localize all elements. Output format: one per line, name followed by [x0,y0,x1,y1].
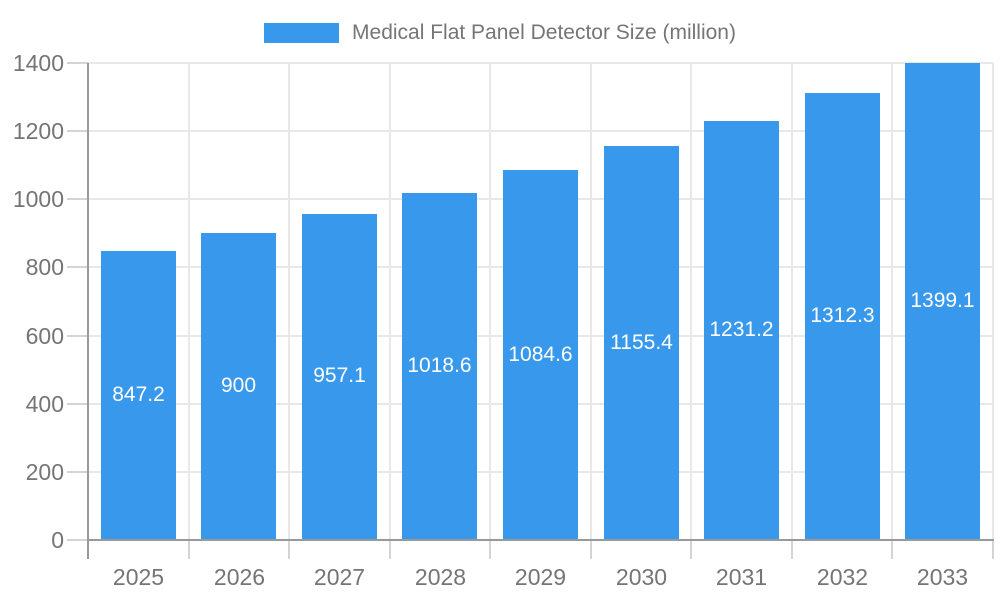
bar-value-label: 957.1 [313,364,366,387]
legend-label: Medical Flat Panel Detector Size (millio… [352,21,736,44]
y-axis-tick-label: 1400 [12,50,64,76]
y-tick [67,198,88,200]
y-tick [67,62,88,64]
x-axis-tick-label: 2030 [615,564,668,590]
y-gridline [88,62,993,64]
x-axis-line [87,539,994,541]
y-axis-tick-label: 400 [25,391,64,417]
y-axis-line [87,63,89,559]
legend: Medical Flat Panel Detector Size (millio… [0,20,1000,46]
bar-value-label: 847.2 [112,383,165,406]
bar-value-label: 1084.6 [508,343,573,366]
x-gridline [389,63,391,540]
y-axis-tick-label: 600 [25,323,64,349]
x-axis-tick-label: 2028 [414,564,467,590]
y-tick [67,266,88,268]
y-axis-tick-label: 0 [51,527,64,553]
x-axis-tick-label: 2029 [514,564,567,590]
x-tick [690,540,692,559]
y-tick [67,130,88,132]
y-axis-tick-label: 1000 [12,186,64,212]
y-tick [67,539,88,541]
x-axis-tick-label: 2033 [916,564,969,590]
bar-value-label: 900 [220,374,257,397]
bar-value-label: 1312.3 [810,304,875,327]
x-tick [891,540,893,559]
bar-2031 [704,121,779,539]
x-axis-tick-label: 2032 [816,564,869,590]
bar-2026 [201,233,276,539]
bar-2032 [805,93,880,539]
x-gridline [188,63,190,540]
bar-2028 [402,193,477,539]
legend-item[interactable]: Medical Flat Panel Detector Size (millio… [264,21,736,45]
y-axis-tick-label: 1200 [12,118,64,144]
x-axis-tick-label: 2026 [213,564,266,590]
bar-value-label: 1155.4 [610,331,673,354]
x-tick [389,540,391,559]
x-tick [188,540,190,559]
x-axis-tick-label: 2027 [313,564,366,590]
x-tick [590,540,592,559]
x-gridline [489,63,491,540]
bar-2027 [302,214,377,539]
bar-value-label: 1018.6 [407,354,472,377]
bar-2033 [905,63,980,539]
x-gridline [891,63,893,540]
bar-2030 [604,146,679,539]
bar-value-label: 1231.2 [709,318,774,341]
bar-2025 [101,251,176,539]
x-gridline [791,63,793,540]
x-gridline [992,63,994,540]
y-gridline [88,130,993,132]
x-tick [288,540,290,559]
y-axis-tick-label: 800 [25,254,64,280]
x-tick [992,540,994,559]
x-tick [791,540,793,559]
bar-value-label: 1399.1 [910,289,975,312]
y-tick [67,403,88,405]
x-gridline [288,63,290,540]
x-tick [489,540,491,559]
x-gridline [590,63,592,540]
y-tick [67,335,88,337]
x-axis-tick-label: 2025 [112,564,165,590]
x-axis-tick-label: 2031 [715,564,768,590]
y-axis-tick-label: 200 [25,459,64,485]
bar-2029 [503,170,578,539]
x-gridline [690,63,692,540]
y-tick [67,471,88,473]
legend-swatch-icon [264,23,340,43]
